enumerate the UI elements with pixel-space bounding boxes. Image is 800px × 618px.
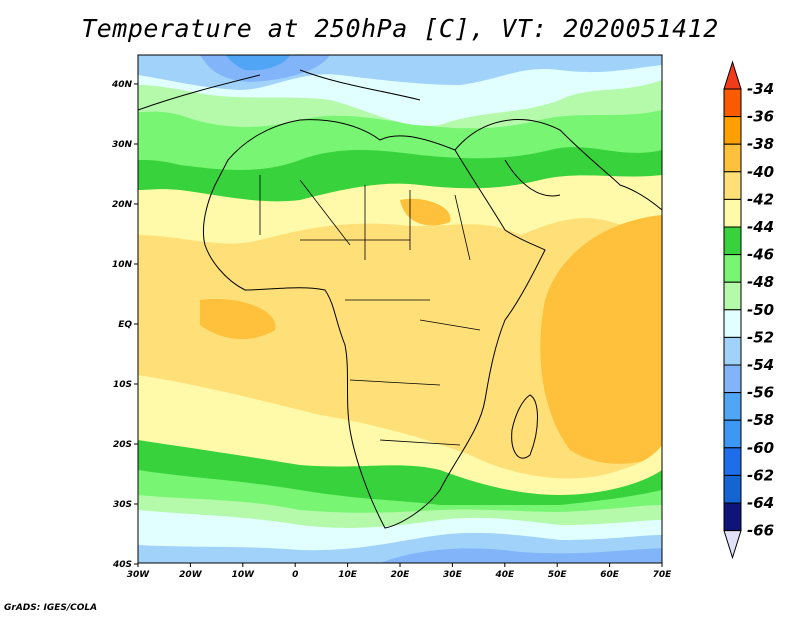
colorbar-bin — [723, 171, 742, 200]
band-minus56-54-south — [380, 548, 662, 563]
colorbar-bin — [723, 364, 742, 394]
y-tick-label: EQ — [118, 320, 132, 330]
colorbar-label: -48 — [747, 273, 774, 291]
colorbar-bin — [723, 419, 742, 449]
colorbar-bin — [723, 309, 742, 338]
y-tick-label: 10S — [113, 380, 132, 390]
x-tick-label: 60E — [600, 570, 620, 580]
colorbar-bin — [723, 143, 742, 173]
colorbar-label: -42 — [747, 190, 774, 208]
y-tick-label: 20S — [113, 440, 132, 450]
colorbar-bin — [723, 198, 742, 228]
plot-title: Temperature at 250hPa [C], VT: 202005141… — [81, 14, 719, 43]
x-tick-label: 70E — [653, 570, 673, 580]
colorbar-label: -46 — [747, 246, 774, 264]
colorbar-label: -58 — [747, 411, 774, 429]
colorbar-label: -44 — [747, 218, 774, 236]
colorbar-label: -36 — [747, 108, 774, 126]
y-axis: 40N 30N 20N 10N EQ 10S 20S 30S 40S — [111, 80, 138, 570]
colorbar-label: -50 — [747, 301, 774, 319]
x-tick-label: 10E — [338, 570, 358, 580]
x-axis: 30W 20W 10W 0 10E 20E 30E 40E 50E 60E 70E — [127, 563, 672, 580]
colorbar-label: -60 — [747, 439, 774, 457]
y-tick-label: 20N — [112, 200, 133, 210]
x-tick-label: 30E — [443, 570, 463, 580]
colorbar-bin — [723, 88, 742, 118]
colorbar-bin — [723, 116, 742, 145]
y-tick-label: 30S — [113, 500, 132, 510]
colorbar-bin — [723, 281, 742, 311]
colorbar-label: -54 — [747, 356, 774, 374]
x-tick-label: 40E — [494, 570, 515, 580]
madagascar-outline — [511, 394, 538, 459]
colorbar-bin — [723, 336, 742, 366]
colorbar-bin — [723, 502, 742, 532]
x-tick-label: 10W — [232, 570, 256, 580]
colorbar-label: -34 — [747, 80, 774, 98]
x-tick-label: 20W — [179, 570, 203, 580]
colorbar-label: -62 — [747, 466, 774, 484]
colorbar-label: -40 — [747, 163, 774, 181]
colorbar-bin — [723, 392, 742, 421]
colorbar-label: -64 — [747, 494, 774, 512]
colorbar-label: -38 — [747, 135, 774, 153]
temperature-field — [138, 55, 662, 563]
colorbar-bin — [723, 447, 742, 476]
colorbar-bin — [723, 226, 742, 256]
colorbar-label: -66 — [747, 522, 774, 540]
band-minus40-38-patch — [400, 198, 451, 226]
borders — [259, 175, 481, 446]
band-minus40-38-east — [540, 215, 662, 464]
colorbar-over-triangle — [723, 60, 742, 90]
colorbar: -34 -36 -38 -40 -42 -44 -46 -48 -50 -52 -54 -56 -58 -… — [723, 60, 774, 560]
colorbar-bin — [723, 474, 742, 504]
x-tick-label: 20E — [391, 570, 411, 580]
colorbar-bin — [723, 254, 742, 283]
colorbar-under-triangle — [723, 530, 742, 560]
colorbar-label: -56 — [747, 384, 774, 402]
africa-outline — [202, 119, 546, 529]
x-tick-label: 50E — [548, 570, 568, 580]
x-tick-label: 30W — [127, 570, 151, 580]
y-tick-label: 40N — [111, 80, 133, 90]
colorbar-label: -52 — [747, 328, 774, 346]
coastlines — [138, 69, 662, 529]
band-minus58-56-north — [225, 55, 290, 71]
band-minus40-38-patch2 — [200, 299, 276, 340]
y-tick-label: 40S — [112, 560, 132, 570]
y-tick-label: 30N — [112, 140, 133, 150]
grads-credit: GrADS: IGES/COLA — [4, 603, 98, 613]
y-tick-label: 10N — [112, 260, 133, 270]
europe-asia-outline — [138, 69, 662, 211]
x-tick-label: 0 — [292, 570, 298, 580]
